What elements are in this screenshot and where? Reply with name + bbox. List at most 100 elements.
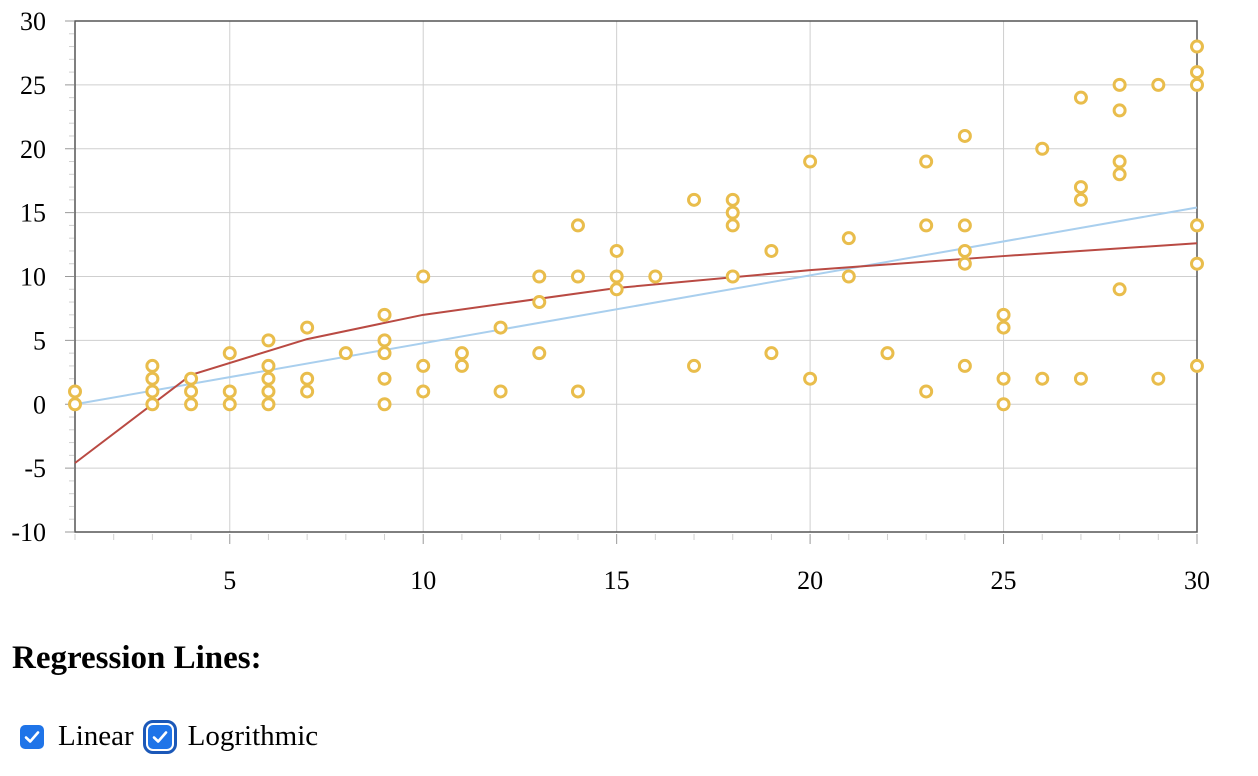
data-point [1190, 77, 1204, 92]
y-tick-label: -10 [11, 518, 46, 547]
data-point [570, 269, 585, 284]
data-point [145, 384, 160, 399]
data-point [996, 397, 1011, 412]
data-point [764, 243, 779, 258]
data-point [957, 128, 972, 143]
data-point [145, 397, 160, 412]
data-point [493, 384, 508, 399]
data-point [648, 269, 663, 284]
checkmark-icon [152, 730, 167, 743]
y-tick-label: 30 [20, 7, 46, 36]
data-point [532, 295, 547, 310]
data-point [1190, 39, 1204, 54]
data-point [957, 243, 972, 258]
data-point [1190, 218, 1204, 233]
linear-label: Linear [58, 720, 134, 752]
regression-lines-title: Regression Lines: [12, 640, 262, 676]
data-point [1112, 77, 1127, 92]
data-point [996, 307, 1011, 322]
data-point [1190, 65, 1204, 80]
data-point [377, 307, 392, 322]
data-point [261, 384, 276, 399]
data-point [416, 384, 431, 399]
data-point [1151, 371, 1166, 386]
data-point [222, 346, 237, 361]
data-point [841, 269, 856, 284]
y-tick-label: 25 [20, 71, 46, 100]
data-point [957, 358, 972, 373]
data-point [377, 346, 392, 361]
data-point [222, 397, 237, 412]
logarithmic-regression-line [74, 242, 1198, 464]
data-point [222, 384, 237, 399]
data-point [261, 358, 276, 373]
data-point [377, 371, 392, 386]
data-point [261, 333, 276, 348]
data-point [1035, 141, 1050, 156]
data-point [184, 384, 199, 399]
scatter-chart: 30 25 20 15 10 5 0 -5 -10 5 10 15 20 25 30 [11, 7, 1210, 595]
grid [75, 20, 1198, 533]
data-point [416, 358, 431, 373]
data-point [996, 320, 1011, 335]
data-point [1073, 371, 1088, 386]
data-point [1112, 282, 1127, 297]
data-point [609, 243, 624, 258]
x-tick-label: 15 [604, 566, 630, 595]
logarithmic-checkbox[interactable] [142, 719, 177, 754]
data-point [919, 384, 934, 399]
data-point [184, 371, 199, 386]
data-point [145, 371, 160, 386]
x-tick-label: 5 [223, 566, 236, 595]
data-point [261, 397, 276, 412]
data-point [570, 218, 585, 233]
data-point [1073, 180, 1088, 195]
linear-regression-line [74, 206, 1198, 406]
logarithmic-toggle[interactable]: Logrithmic [140, 719, 319, 754]
logarithmic-label: Logrithmic [187, 720, 319, 752]
x-axis-labels: 5 10 15 20 25 30 [223, 566, 1210, 595]
y-tick-label: 10 [20, 263, 46, 292]
y-tick-label: 15 [20, 199, 46, 228]
plot-frame [74, 20, 1198, 533]
data-point [725, 205, 740, 220]
data-point [725, 218, 740, 233]
data-point [416, 269, 431, 284]
data-point [184, 397, 199, 412]
data-point [454, 346, 469, 361]
x-tick-label: 20 [797, 566, 823, 595]
y-tick-label: -5 [24, 454, 46, 483]
x-tick-label: 30 [1184, 566, 1210, 595]
data-point [1112, 154, 1127, 169]
x-tick-label: 10 [410, 566, 436, 595]
y-tick-label: 5 [33, 326, 46, 355]
data-point [68, 384, 82, 399]
regression-toggles: Linear Logrithmic [16, 719, 324, 754]
data-point [609, 282, 624, 297]
checkmark-icon [24, 730, 40, 743]
linear-toggle[interactable]: Linear [16, 720, 134, 753]
data-point [996, 371, 1011, 386]
data-point [803, 154, 818, 169]
data-point [300, 320, 315, 335]
data-point [919, 154, 934, 169]
data-point [570, 384, 585, 399]
data-point [532, 346, 547, 361]
data-point [764, 346, 779, 361]
data-point [338, 346, 353, 361]
data-point [532, 269, 547, 284]
data-point [261, 371, 276, 386]
linear-checkbox[interactable] [20, 724, 44, 749]
data-point [1035, 371, 1050, 386]
data-point [687, 192, 702, 207]
data-points [68, 39, 1204, 412]
data-point [725, 269, 740, 284]
data-point [493, 320, 508, 335]
data-point [1073, 90, 1088, 105]
data-point [841, 231, 856, 246]
data-point [1112, 103, 1127, 118]
data-point [803, 371, 818, 386]
data-point [377, 397, 392, 412]
data-point [725, 192, 740, 207]
minor-ticks [65, 20, 1198, 544]
